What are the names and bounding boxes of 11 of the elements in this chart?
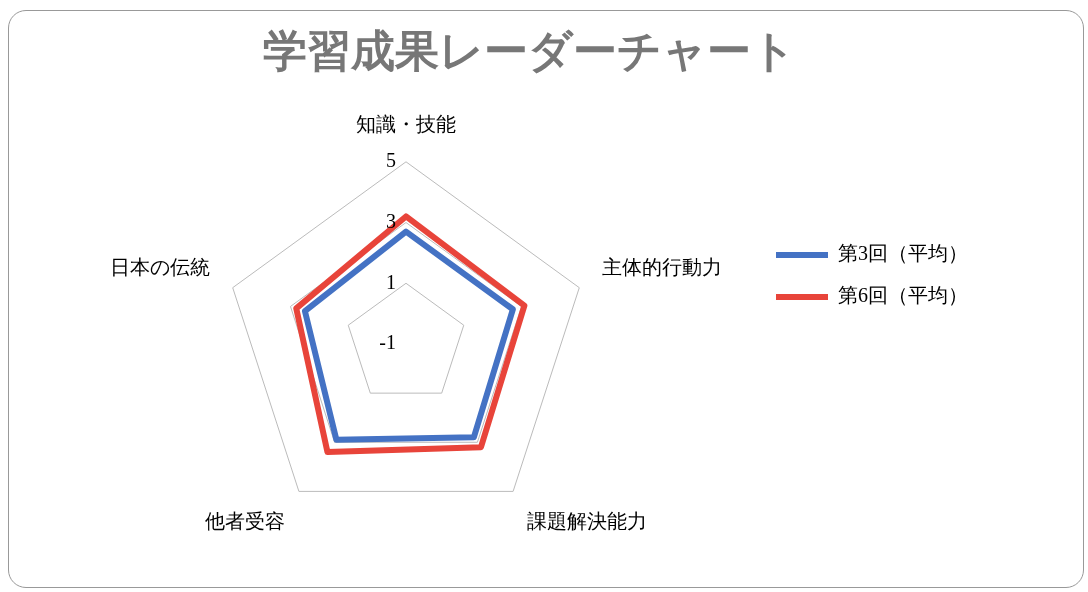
spoke-label: 知識・技能 (356, 113, 456, 136)
spoke-label: 課題解決能力 (527, 510, 648, 533)
spoke-label: 主体的行動力 (602, 255, 723, 278)
spoke-label: 日本の伝統 (109, 255, 210, 278)
y-tick-label: -1 (379, 331, 396, 354)
legend-label: 第3回（平均） (838, 242, 968, 265)
y-tick-label: 1 (386, 270, 396, 293)
chart-title: 学習成果レーダーチャート (262, 26, 796, 76)
y-tick-label: 5 (386, 149, 396, 172)
spoke-label: 他者受容 (204, 510, 285, 533)
legend-label: 第6回（平均） (838, 284, 968, 307)
